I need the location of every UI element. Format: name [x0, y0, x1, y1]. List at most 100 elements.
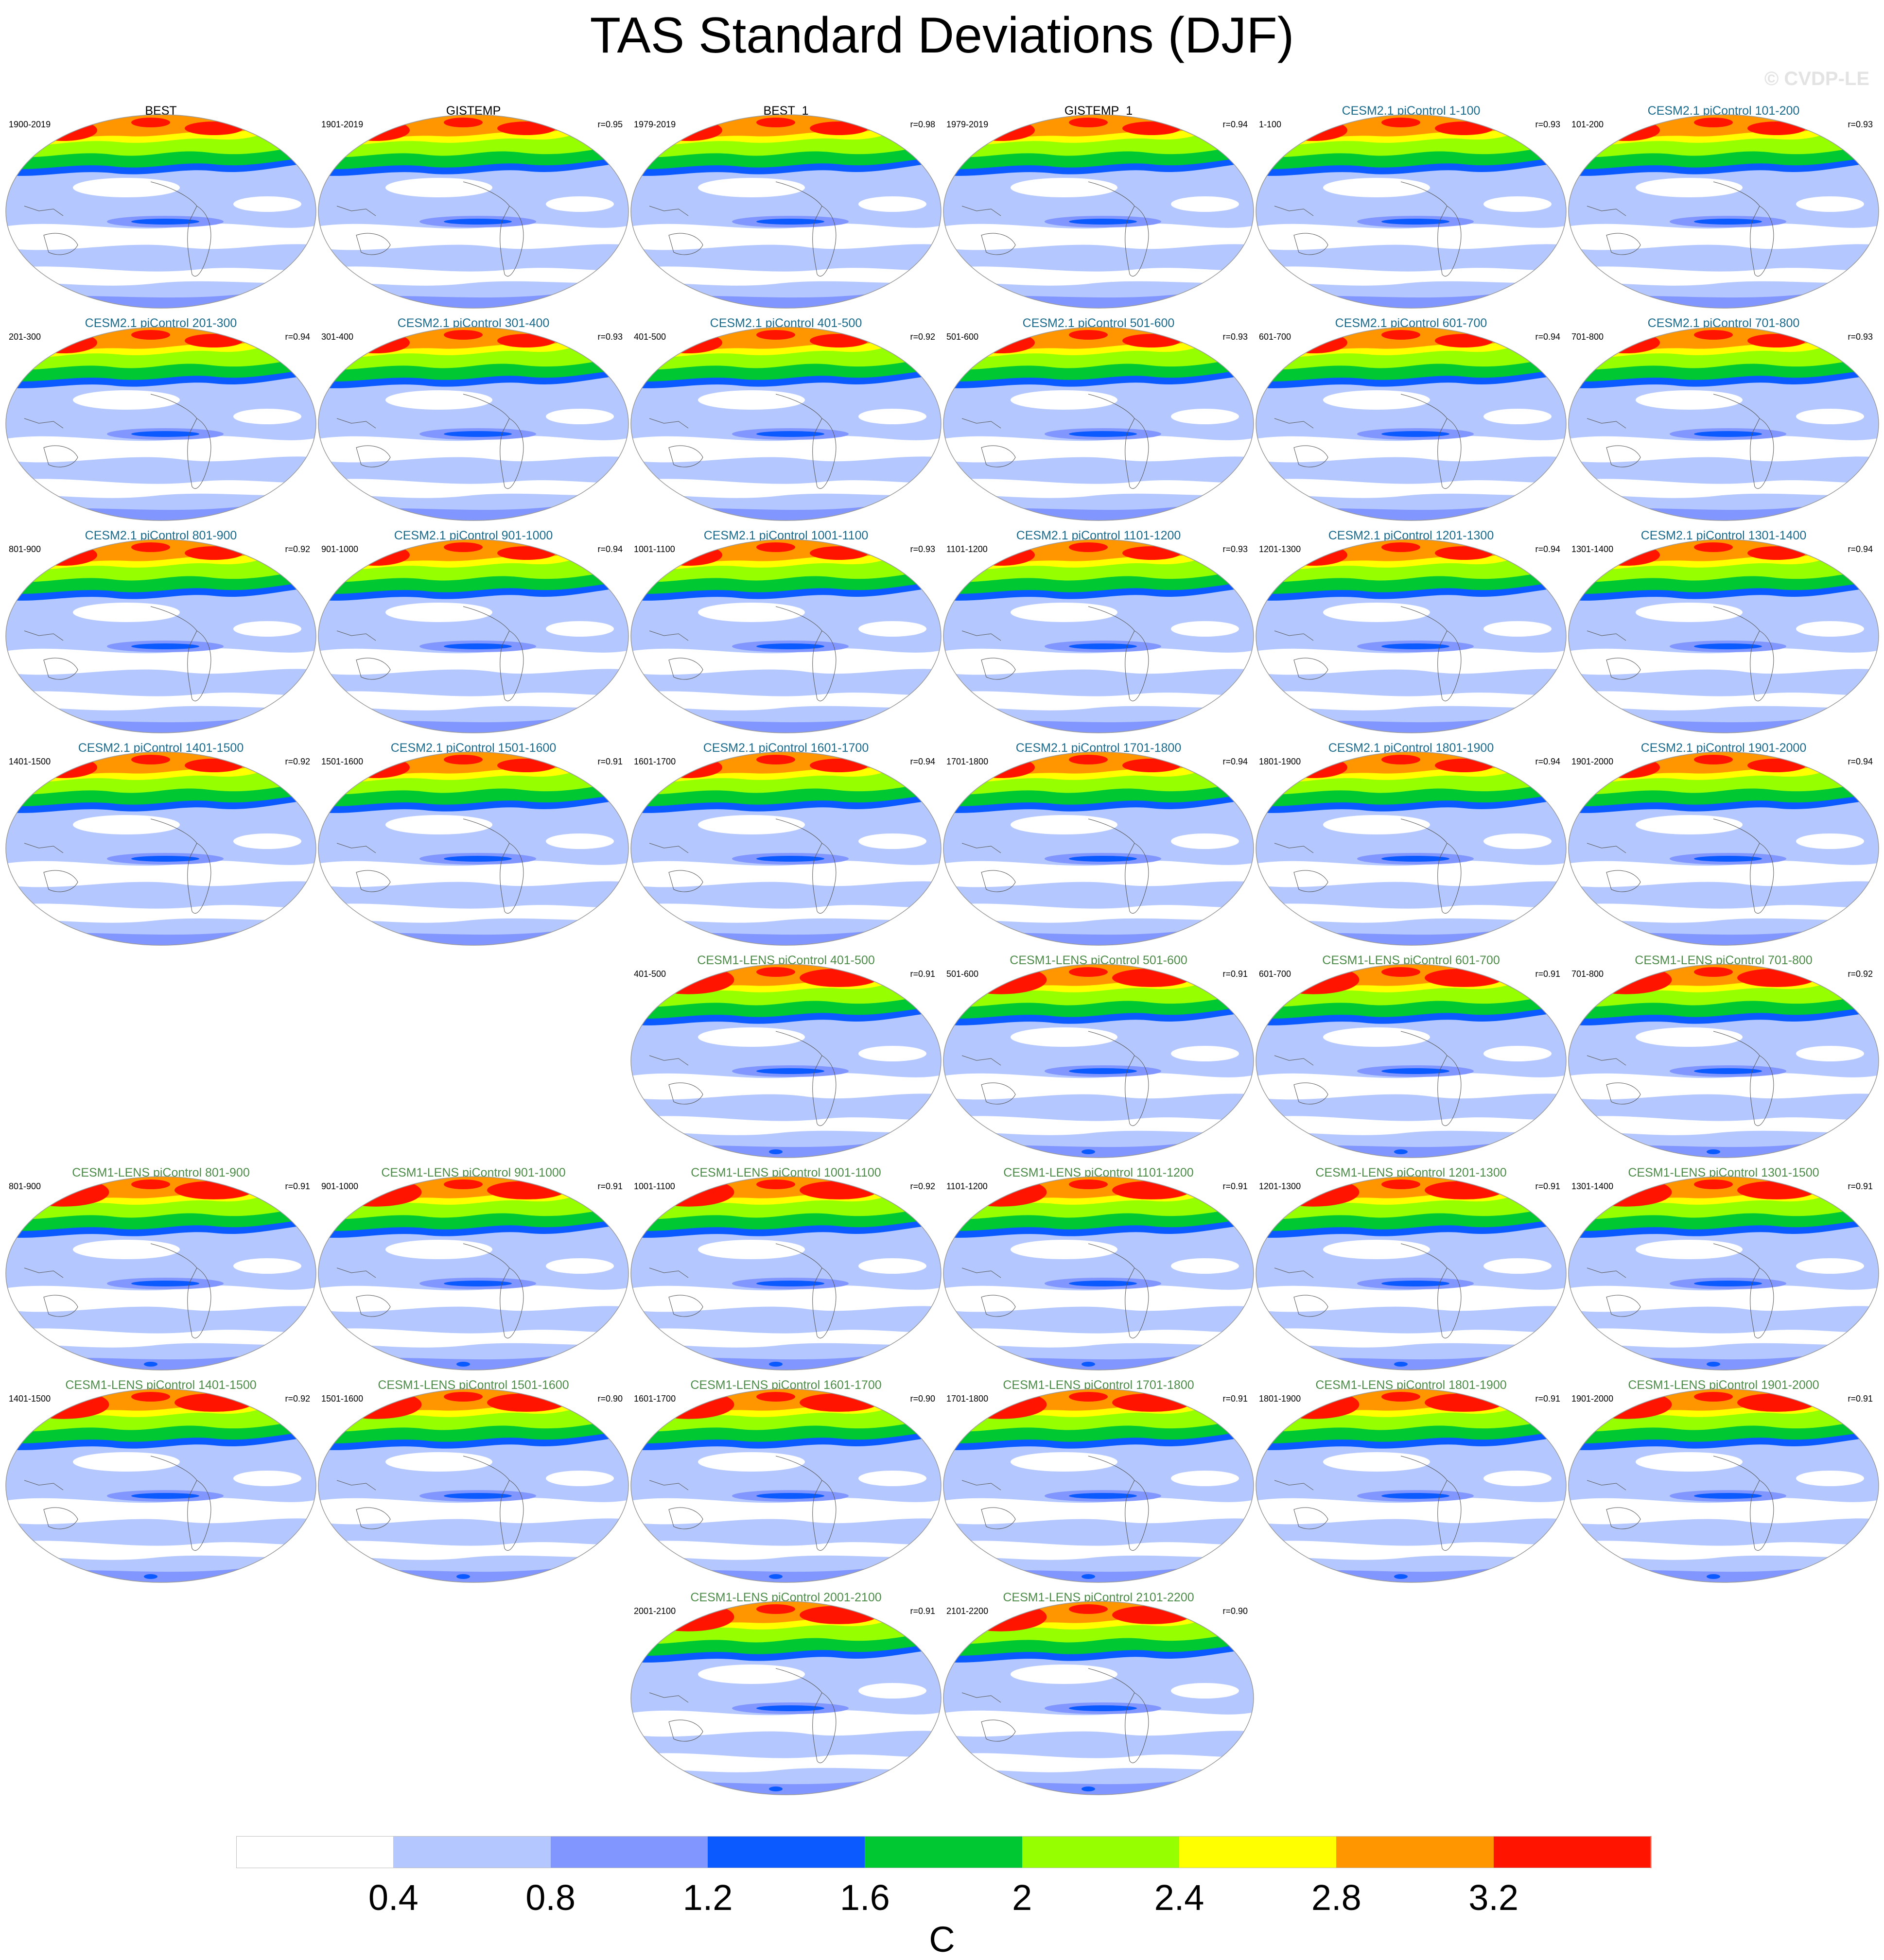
- sd-band-above-3.2: [185, 121, 243, 135]
- sd-band-above-3.2: [1122, 334, 1181, 347]
- sd-band-below-0.4: [6, 861, 316, 887]
- map-31: [943, 1176, 1254, 1370]
- south-america-outline: [187, 418, 211, 489]
- panel-years: 401-500: [634, 332, 666, 342]
- sd-band-above-3.2: [756, 967, 795, 977]
- sd-band-below-0.4: [1011, 1452, 1117, 1472]
- map-panel: CESM2.1 piControl 1101-1200 1101-1200 r=0.…: [942, 522, 1255, 734]
- enso-core: [756, 1705, 824, 1711]
- south-america-outline: [500, 1480, 524, 1551]
- sd-band-above-3.2: [1425, 1393, 1503, 1412]
- panel-years: 1201-1300: [1259, 544, 1301, 554]
- maritime-continent-outline: [1274, 418, 1314, 429]
- map-panel: CESM1-LENS piControl 1101-1200 1101-1200 r…: [942, 1159, 1255, 1371]
- australia-outline: [981, 1507, 1016, 1529]
- sd-band-below-0.4: [6, 691, 316, 711]
- enso-core: [1694, 219, 1762, 225]
- sd-band-below-0.4: [1636, 178, 1743, 197]
- sd-band-below-0.4: [73, 815, 180, 834]
- central-america-outline: [1088, 606, 1135, 631]
- panel-pattern-correlation: r=0.95: [597, 120, 623, 129]
- panel-years: 101-200: [1571, 120, 1604, 129]
- sd-band-below-0.4: [73, 1240, 180, 1259]
- antarctic-high: [394, 1576, 416, 1581]
- sd-band-above-3.2: [800, 1181, 878, 1199]
- maritime-continent-outline: [24, 1267, 64, 1278]
- sd-band-below-0.4: [943, 1285, 1254, 1312]
- sd-band-below-0.4: [943, 648, 1254, 675]
- antarctic-high: [707, 1151, 728, 1157]
- panel-years: 1501-1600: [321, 1394, 364, 1404]
- maritime-continent-outline: [649, 630, 689, 641]
- map-panel: CESM2.1 piControl 1501-1600 1501-1600 r=0.…: [317, 734, 629, 946]
- australia-outline: [668, 445, 703, 468]
- australia-outline: [43, 233, 78, 255]
- colorbar-tick-label: 2.8: [1311, 1877, 1361, 1918]
- enso-core: [756, 856, 824, 862]
- map-border: [1568, 1176, 1879, 1370]
- sd-band-below-0.4: [318, 224, 628, 250]
- map-panel: CESM1-LENS piControl 1501-1600 1501-1600 r…: [317, 1371, 629, 1583]
- map-2: [630, 114, 942, 309]
- maritime-continent-outline: [1587, 630, 1626, 641]
- sd-band-above-3.2: [1381, 967, 1420, 977]
- enso-core: [444, 1281, 512, 1286]
- enso-core: [1381, 1493, 1449, 1499]
- panel-pattern-correlation: r=0.92: [285, 544, 310, 554]
- panel-pattern-correlation: r=0.91: [1848, 1181, 1873, 1191]
- enso-core: [756, 431, 824, 437]
- panel-pattern-correlation: r=0.91: [1848, 1394, 1873, 1404]
- panel-years: 601-700: [1259, 332, 1291, 342]
- panel-years: 701-800: [1571, 332, 1604, 342]
- panel-pattern-correlation: r=0.91: [1535, 969, 1560, 979]
- south-america-outline: [1125, 1692, 1149, 1763]
- sd-band-below-0.4: [1483, 196, 1552, 212]
- enso-core: [756, 219, 824, 225]
- map-panel: CESM2.1 piControl 1901-2000 1901-2000 r=0.…: [1568, 734, 1880, 946]
- sd-band-below-0.4: [631, 1710, 941, 1737]
- sd-band-below-0.4: [1636, 1240, 1743, 1259]
- panel-pattern-correlation: r=0.91: [285, 1181, 310, 1191]
- sd-band-below-0.4: [1256, 479, 1566, 498]
- sd-band-below-0.4: [1796, 409, 1864, 424]
- sd-band-below-0.4: [943, 436, 1254, 463]
- panel-pattern-correlation: r=0.90: [597, 1394, 623, 1404]
- sd-band-below-0.4: [1483, 1046, 1552, 1061]
- map-border: [1256, 964, 1567, 1158]
- south-america-outline: [500, 843, 524, 914]
- enso-core: [1694, 1281, 1762, 1286]
- map-panel: CESM1-LENS piControl 2001-2100 2001-2100 r…: [630, 1584, 942, 1796]
- central-america-outline: [1400, 818, 1448, 844]
- colorbar-tick-label: 3.2: [1468, 1877, 1519, 1918]
- sd-band-above-3.2: [185, 759, 243, 772]
- maritime-continent-outline: [336, 1267, 376, 1278]
- sd-band-below-0.4: [943, 266, 1254, 286]
- sd-band-below-0.4: [1569, 266, 1879, 286]
- sd-band-below-0.4: [631, 1073, 941, 1100]
- panel-years: 601-700: [1259, 969, 1291, 979]
- map-30: [630, 1176, 942, 1370]
- australia-outline: [668, 1719, 703, 1742]
- panel-years: 1701-1800: [946, 757, 989, 766]
- central-america-outline: [150, 394, 197, 419]
- central-america-outline: [1713, 818, 1760, 844]
- maritime-continent-outline: [1587, 1267, 1626, 1278]
- antarctic-high: [144, 1362, 157, 1367]
- sd-band-below-0.4: [698, 390, 805, 410]
- panel-years: 301-400: [321, 332, 354, 342]
- map-panel: CESM2.1 piControl 1001-1100 1001-1100 r=0.…: [630, 522, 942, 734]
- sd-band-below-0.4: [318, 266, 628, 286]
- australia-outline: [981, 658, 1016, 680]
- central-america-outline: [1088, 1243, 1135, 1268]
- credit-watermark: © CVDP-LE: [1764, 68, 1869, 89]
- antarctic-high: [1019, 1576, 1041, 1581]
- antarctic-high: [1644, 1151, 1666, 1157]
- enso-core: [1069, 1068, 1137, 1074]
- sd-band-above-3.2: [1737, 1393, 1816, 1412]
- sd-band-above-3.2: [810, 121, 868, 135]
- map-1: [318, 114, 629, 309]
- sd-band-below-0.4: [698, 1665, 805, 1684]
- panel-pattern-correlation: r=0.94: [1222, 120, 1248, 129]
- sd-band-below-0.4: [1483, 409, 1552, 424]
- sd-band-above-3.2: [1425, 969, 1503, 987]
